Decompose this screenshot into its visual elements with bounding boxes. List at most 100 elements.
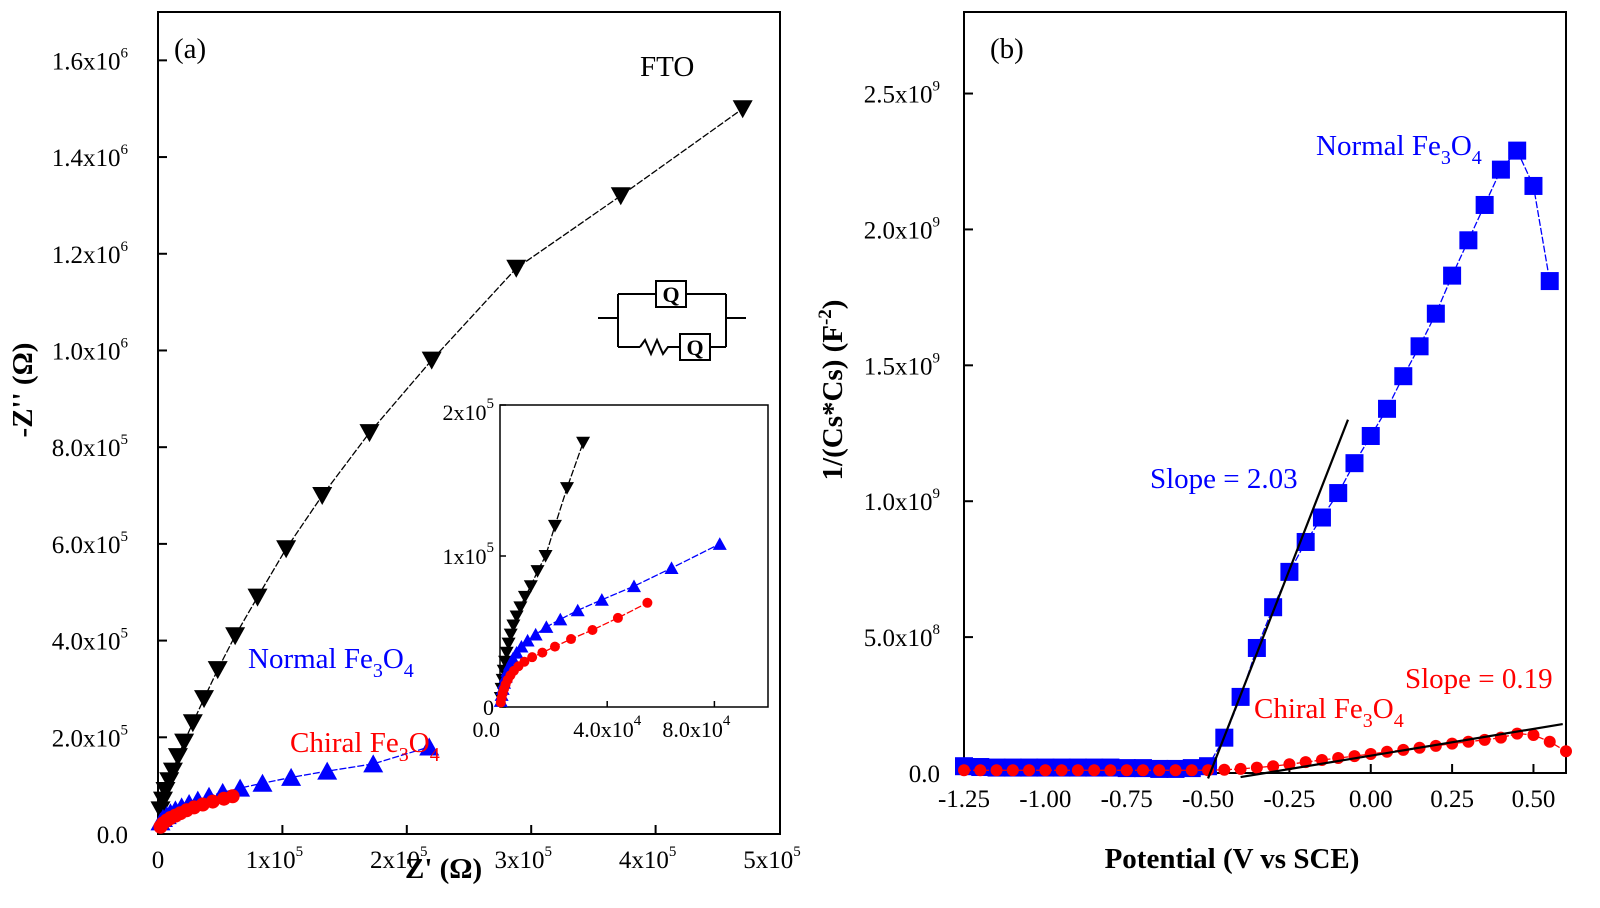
equivalent-circuit — [598, 280, 746, 361]
panel-b-y-tick-label: 5.0x108 — [864, 622, 940, 652]
panel-b-chiral-point — [1348, 750, 1361, 763]
inset-normal-point — [528, 627, 543, 641]
panel-b-slope-chiral: Slope = 0.19 — [1405, 663, 1553, 695]
panel-a-fto-point — [225, 627, 246, 646]
panel-b-x-tick-label: 0.00 — [1349, 786, 1393, 813]
panel-b-chiral-point — [1446, 737, 1459, 750]
inset-normal-point — [594, 593, 609, 606]
panel-b-chiral-point — [974, 764, 987, 777]
panel-b-chiral-point — [990, 764, 1003, 777]
inset-chiral-point — [537, 647, 548, 658]
panel-b-chiral-point — [1185, 764, 1198, 777]
panel-b-y-title: 1/(Cs*Cs) (F-2) — [815, 300, 849, 481]
panel-a-fto-point — [207, 661, 228, 680]
panel-b-fit-line-normal — [1207, 419, 1350, 779]
panel-a-y-tick-label: 0.0 — [97, 822, 128, 849]
panel-a-x-ticks: 0 1x105 2x105 3x105 4x105 5x105 — [152, 825, 801, 874]
panel-b-normal-point — [1394, 367, 1413, 386]
inset-x-tick-label: 4.0x104 — [573, 713, 642, 742]
panel-b-label-normal: Normal Fe3O4 — [1316, 130, 1482, 169]
panel-b-x-tick-label: -1.25 — [938, 786, 990, 813]
inset-fto-point — [499, 646, 514, 660]
panel-b-x-title: Potential (V vs SCE) — [1105, 843, 1360, 875]
panel-b-chiral-point — [1560, 745, 1572, 758]
panel-b-chiral-point — [1006, 764, 1019, 777]
panel-a-fto-point — [194, 690, 215, 709]
inset-fto-point — [498, 655, 513, 669]
inset-normal-point — [553, 612, 568, 626]
inset-series — [493, 436, 727, 708]
panel-b-x-tick-label: -0.50 — [1182, 786, 1234, 813]
panel-b-normal-point — [1378, 399, 1397, 418]
panel-a-y-tick-label: 1.6x106 — [52, 45, 129, 75]
panel-b-chiral-point — [1462, 735, 1475, 748]
panel-a-label-fto: FTO — [640, 51, 694, 83]
inset-frame — [499, 404, 769, 708]
inset-y-tick-label: 2x105 — [443, 396, 495, 425]
inset-normal-point — [539, 620, 554, 633]
panel-b-y-tick-label: 2.5x109 — [864, 79, 940, 109]
inset-fto-point — [530, 565, 545, 578]
panel-a-normal-point — [419, 737, 440, 756]
panel-b-frame — [963, 11, 1567, 774]
panel-b-normal-point — [1508, 141, 1527, 160]
panel-a-y-tick-label: 8.0x105 — [52, 432, 128, 462]
panel-a-y-ticks: 0.0 2.0x105 4.0x105 6.0x105 8.0x105 1.0x106 1.… — [52, 45, 167, 849]
panel-b-normal-point — [1361, 426, 1380, 445]
panel-a-normal-point — [363, 754, 384, 773]
panel-b-normal-point — [1475, 195, 1494, 214]
panel-a-x-title: Z' (Ω) — [405, 853, 482, 885]
circuit-q-bottom-label: Q — [686, 335, 703, 360]
panel-a-y-tick-label: 2.0x105 — [52, 722, 128, 752]
inset-y-ticks: 0 1x105 2x105 — [443, 396, 506, 720]
panel-b-chiral-point — [1234, 762, 1247, 775]
inset-x-tick-label: 8.0x104 — [662, 713, 731, 742]
panel-a-fto-point — [150, 801, 171, 820]
panel-b-chiral-point — [1071, 764, 1084, 777]
inset-fto-point — [501, 637, 516, 651]
panel-b-chiral-point — [1088, 764, 1101, 777]
panel-b-y-tick-label: 0.0 — [909, 761, 940, 788]
panel-a-label-chiral: Chiral Fe3O4 — [290, 727, 440, 766]
panel-a-normal-point — [317, 761, 338, 780]
panel-a-fto-point — [506, 259, 527, 278]
inset-fto-point — [523, 580, 538, 593]
inset-fto-point — [560, 482, 574, 495]
panel-b-chiral-point — [1267, 760, 1280, 773]
panel-a-frame — [157, 11, 781, 835]
panel-b-chiral-point — [1120, 764, 1133, 777]
panel-a-fto-point — [182, 714, 203, 733]
inset: 0 1x105 2x105 0.0 4.0x104 8.0x104 — [443, 396, 769, 742]
panel-b-label-chiral: Chiral Fe3O4 — [1254, 693, 1404, 732]
inset-fto-point — [509, 610, 524, 624]
panel-b-chiral-point — [1104, 764, 1117, 777]
panel-b-chiral-point — [1527, 728, 1540, 741]
panel-b-chiral-point — [1511, 727, 1524, 740]
panel-a-label-normal: Normal Fe3O4 — [248, 643, 414, 682]
panel-b-normal-point — [1410, 337, 1429, 356]
panel-b-chiral-point — [1543, 735, 1556, 748]
panel-a-x-tick-label: 2x105 — [370, 844, 428, 874]
panel-a-y-title: -Z'' (Ω) — [7, 343, 39, 438]
inset-chiral-point — [612, 612, 623, 623]
panel-a-fto-point — [162, 762, 183, 781]
panel-a-fto-point — [359, 424, 380, 443]
panel-a-fto-point — [610, 187, 631, 206]
inset-y-tick-label: 1x105 — [443, 540, 495, 569]
panel-b-x-tick-label: 0.50 — [1512, 786, 1556, 813]
inset-fto-point — [538, 550, 553, 563]
panel-b-chiral-point — [1250, 761, 1263, 774]
inset-chiral-point — [549, 641, 560, 652]
inset-chiral-point — [642, 597, 653, 608]
panel-b-chiral-point — [1023, 764, 1036, 777]
panel-a: (a) 0.0 2.0x105 4.0x105 6.0x105 8.0x105 1.0x1… — [7, 11, 801, 885]
inset-chiral-point — [527, 652, 538, 663]
circuit-q-top-label: Q — [662, 282, 679, 307]
panel-a-y-tick-label: 1.2x106 — [52, 239, 129, 269]
panel-a-y-tick-label: 1.4x106 — [52, 142, 129, 172]
panel-a-fto-point — [167, 748, 188, 767]
panel-b-normal-point — [1459, 231, 1478, 250]
inset-fto-point — [517, 590, 532, 604]
panel-a-x-tick-label: 3x105 — [494, 844, 552, 874]
